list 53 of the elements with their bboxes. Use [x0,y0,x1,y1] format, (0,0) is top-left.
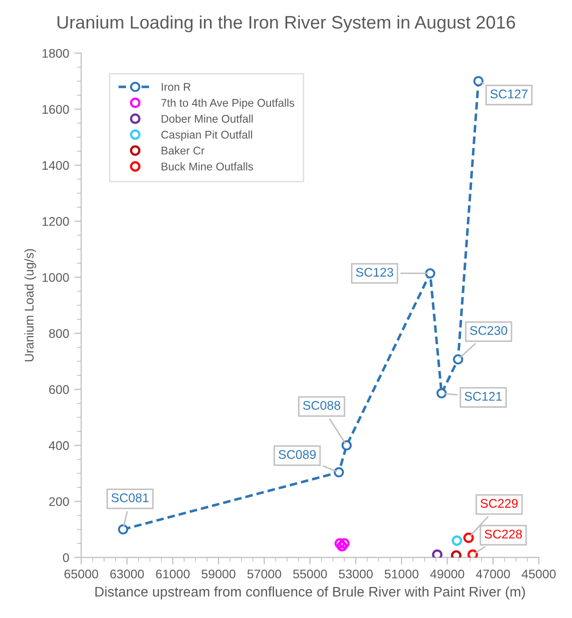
y-tick-label: 1200 [42,217,69,226]
annotation: SC228 [484,530,522,539]
x-tick-label: 55000 [293,570,327,578]
point [463,532,474,544]
y-tick-label: 800 [49,329,69,338]
point [473,76,484,86]
x-tick-label: 63000 [110,570,144,578]
y-tick-label: 0 [62,553,69,562]
point [425,268,436,278]
x-tick-label: 45000 [522,570,556,578]
legend-label: 7th to 4th Ave Pipe Outfalls [161,98,294,109]
legend-label: Caspian Pit Outfall [161,130,252,141]
x-tick-label: 59000 [202,570,236,578]
x-axis-title: Distance upstream from confluence of Brule River with Paint River (m) [95,586,525,600]
point [336,540,348,552]
y-tick-label: 400 [48,441,69,450]
annotation: SC230 [470,326,508,335]
point [432,549,443,558]
x-tick-label: 51000 [384,570,418,578]
y-tick-label: 200 [49,497,69,506]
annotation: SC127 [490,90,528,98]
point [436,388,447,398]
x-tick-label: 49000 [430,570,464,578]
legend-label: Baker Cr [162,146,204,155]
annotation: SC081 [112,493,149,502]
y-tick-label: 1600 [42,104,69,114]
point [452,535,462,546]
annotation: SC088 [303,400,340,410]
chart-title: Uranium Loading in the Iron River System in August 2016 [58,15,516,32]
y-axis-title: Uranium Load (ug/s) [24,249,36,362]
point [467,549,478,558]
point [334,467,344,478]
legend-label: Buck Mine Outfalls [162,162,253,170]
y-tick-label: 1800 [42,48,69,58]
x-tick-label: 61000 [156,570,190,578]
point [339,538,350,549]
annotation: SC089 [278,450,316,459]
x-tick-label: 53000 [338,570,373,578]
x-tick-label: 65000 [64,570,98,578]
point [341,440,352,451]
point [118,524,128,535]
y-tick-label: 1400 [42,161,69,170]
annotation: SC229 [480,498,518,508]
legend-label: Iron R [162,83,191,91]
x-tick-label: 47000 [476,570,510,578]
annotation: SC121 [464,392,502,401]
y-tick-label: 600 [49,385,69,394]
legend-label: Dober Mine Outfall [162,114,253,123]
y-tick-label: 1000 [42,273,69,282]
x-tick-label: 57000 [247,570,282,578]
annotation: SC123 [356,268,394,277]
point [334,538,346,549]
point [452,354,464,365]
